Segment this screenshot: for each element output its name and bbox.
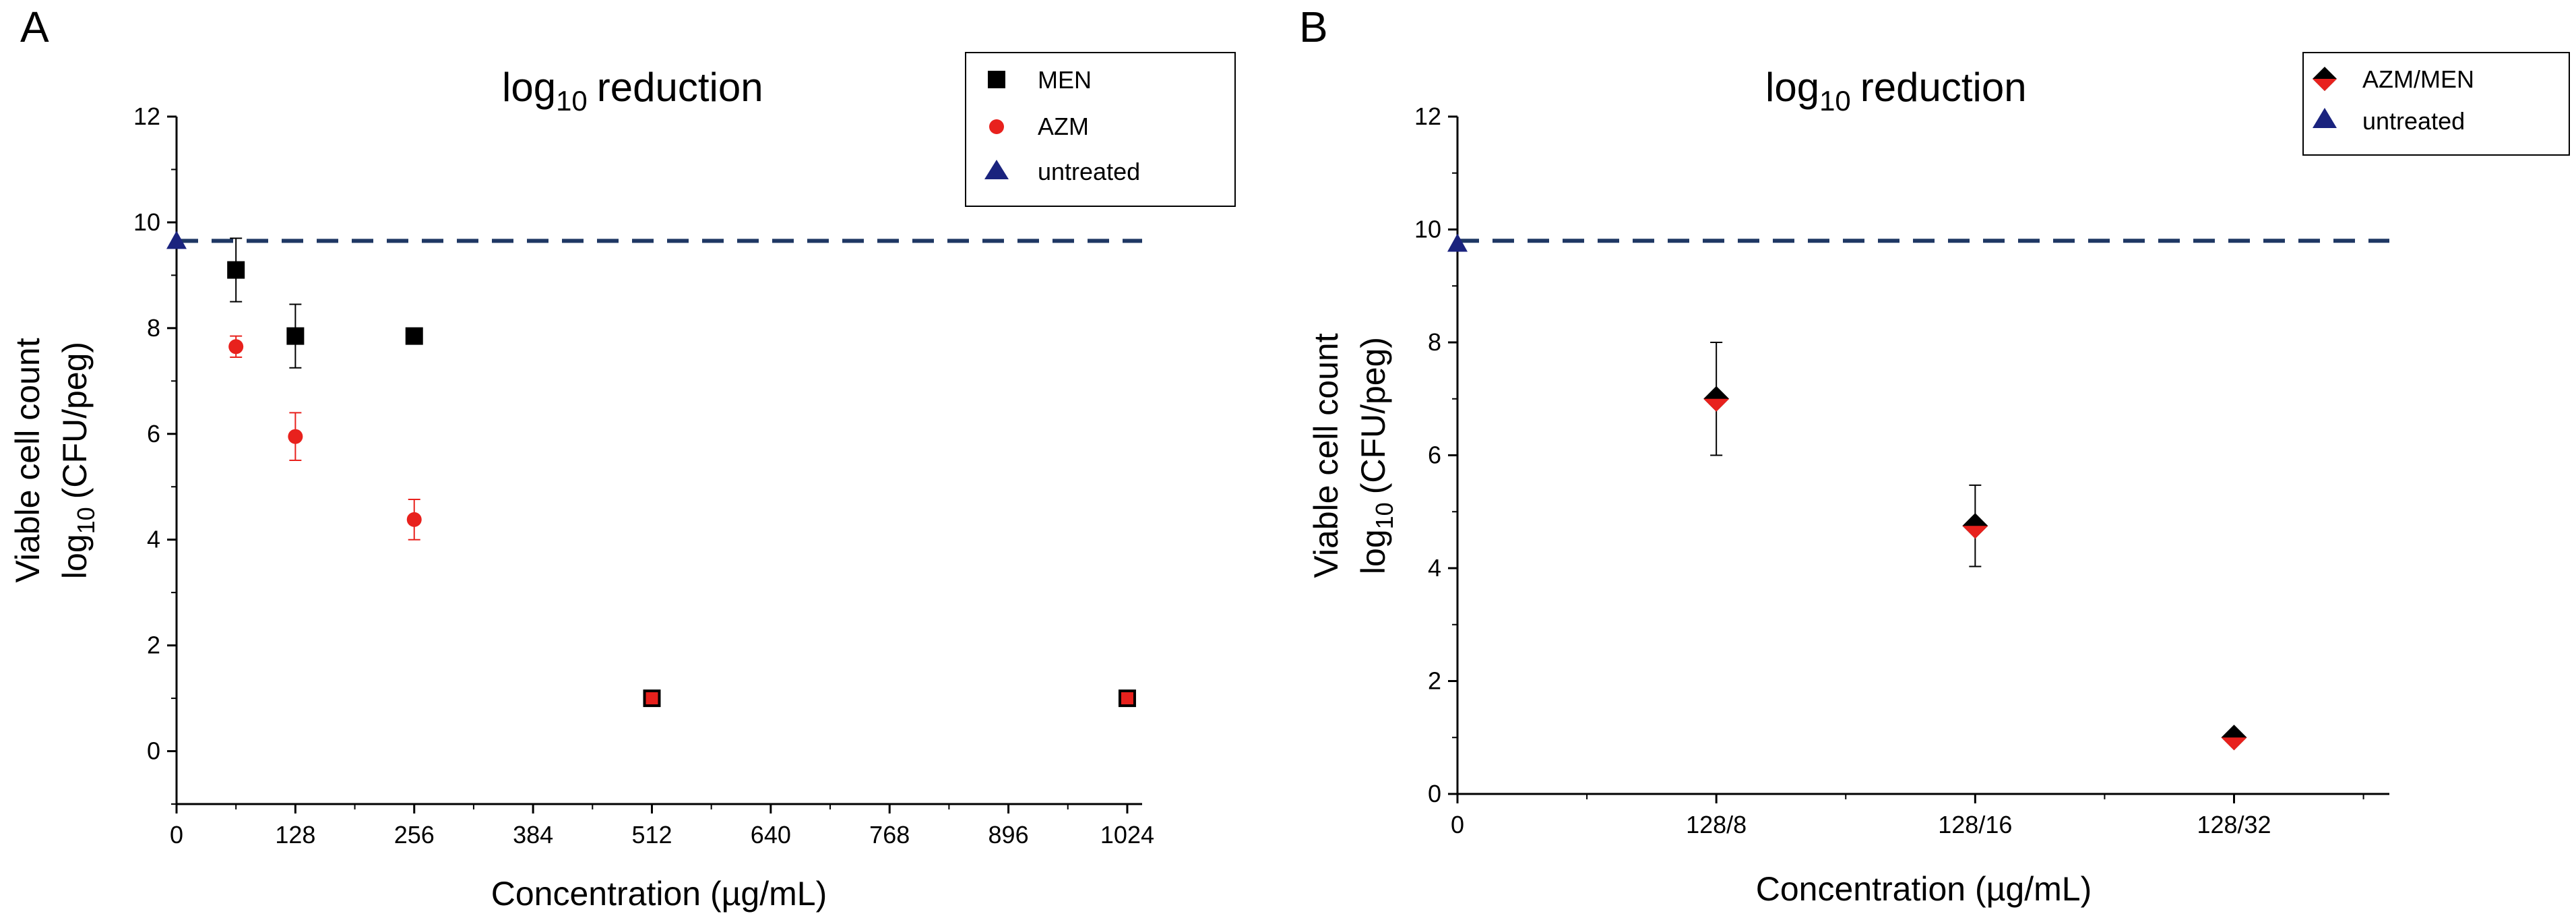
panel-b-y-tick-label: 4 bbox=[1428, 554, 1441, 582]
panel-a-legend-untreated-label: untreated bbox=[1038, 158, 1140, 185]
panel-a-error-bars bbox=[230, 237, 420, 541]
panel-a-azm-point bbox=[288, 429, 303, 444]
panel-a-azm-point bbox=[646, 692, 658, 705]
panel-a-legend: MEN AZM untreated bbox=[965, 52, 1236, 207]
panel-a-x-tick-label: 512 bbox=[631, 821, 672, 849]
panel-b-letter: B bbox=[1299, 3, 1328, 51]
panel-a-y-tick-label: 8 bbox=[147, 314, 160, 342]
panel-a-x-ticks: 0 128 256 384 512 640 768 896 1024 bbox=[170, 804, 1154, 849]
panel-a-x-tick-label: 640 bbox=[751, 821, 791, 849]
panel-b-azm-men-point-fill bbox=[2221, 737, 2247, 751]
panel-b-error-bars bbox=[1710, 342, 1982, 567]
panel-b-x-tick-label: 128/16 bbox=[1938, 811, 2012, 838]
panel-a-data-points bbox=[166, 230, 1136, 708]
panel-b-azm-men-point-fill bbox=[1703, 398, 1730, 412]
panel-a-ylabel-log: log bbox=[56, 534, 94, 579]
panel-a-y-axis-label-line2: log10 (CFU/peg) bbox=[56, 342, 100, 579]
panel-b-y-axis-label-line1: Viable cell count bbox=[1307, 333, 1345, 578]
panel-a-x-tick-label: 128 bbox=[275, 821, 315, 849]
panel-b-x-tick-label: 128/8 bbox=[1686, 811, 1747, 838]
panel-b-legend-untreated-triangle-icon bbox=[2313, 108, 2337, 128]
panel-a-y-tick-label: 10 bbox=[133, 208, 160, 236]
panel-b-x-tick-label: 0 bbox=[1451, 811, 1464, 838]
panel-a-title: log10 reduction bbox=[502, 65, 763, 117]
panel-a-y-tick-label: 6 bbox=[147, 420, 160, 448]
panel-a-legend-men-label: MEN bbox=[1038, 66, 1092, 94]
panel-b-legend-azm-men-diamond-fill bbox=[2313, 79, 2337, 91]
panel-b-y-tick-label: 8 bbox=[1428, 328, 1441, 356]
panel-b-title-log: log bbox=[1765, 65, 1819, 110]
panel-a-y-tick-label: 2 bbox=[147, 632, 160, 659]
panel-b-ylabel-subscript: 10 bbox=[1371, 502, 1398, 529]
panel-a-ylabel-subscript: 10 bbox=[72, 507, 100, 534]
panel-a-title-log: log bbox=[502, 65, 556, 110]
panel-b-legend-untreated-label: untreated bbox=[2362, 107, 2465, 135]
panel-a-title-text: reduction bbox=[597, 65, 763, 110]
panel-b-ylabel-unit: (CFU/peg) bbox=[1354, 337, 1392, 494]
panel-a-men-point bbox=[286, 327, 305, 345]
panel-b-title-text: reduction bbox=[1860, 65, 2027, 110]
panel-b-x-axis-label: Concentration (µg/mL) bbox=[1756, 870, 2092, 908]
panel-b-y-ticks: 0 2 4 6 8 10 12 bbox=[1414, 102, 1457, 807]
panel-b-legend: AZM/MEN untreated bbox=[2302, 52, 2570, 156]
panel-b-y-axis-label-line2: log10 (CFU/peg) bbox=[1354, 337, 1398, 574]
panel-a-legend-azm-label: AZM bbox=[1038, 113, 1089, 140]
panel-a-legend-azm-circle-icon bbox=[989, 119, 1004, 134]
panel-a-x-tick-label: 768 bbox=[869, 821, 910, 849]
panel-b-y-tick-label: 12 bbox=[1414, 102, 1441, 130]
panel-b-y-tick-label: 2 bbox=[1428, 667, 1441, 695]
panel-a-x-tick-label: 384 bbox=[513, 821, 553, 849]
panel-b-legend-box bbox=[2302, 52, 2570, 156]
panel-a-x-tick-label: 256 bbox=[394, 821, 435, 849]
panel-a-y-tick-label: 4 bbox=[147, 526, 160, 553]
panel-a-azm-point bbox=[228, 339, 244, 355]
panel-b-x-ticks: 0 128/8 128/16 128/32 bbox=[1451, 794, 2364, 838]
panel-a-legend-box bbox=[965, 52, 1236, 207]
panel-a-legend-untreated-triangle-icon bbox=[984, 160, 1009, 179]
panel-b-y-tick-label: 6 bbox=[1428, 441, 1441, 469]
panel-a-azm-point bbox=[406, 512, 422, 527]
panel-b-x-tick-label: 128/32 bbox=[2197, 811, 2271, 838]
panel-a-y-tick-label: 0 bbox=[147, 737, 160, 765]
panel-a-x-axis-label: Concentration (µg/mL) bbox=[491, 875, 827, 913]
panel-b-legend-azm-men-label: AZM/MEN bbox=[2362, 65, 2474, 93]
panel-a-azm-point bbox=[1121, 692, 1133, 705]
panel-a-y-ticks: 0 2 4 6 8 10 12 bbox=[133, 102, 177, 805]
panel-b-title: log10 reduction bbox=[1765, 65, 2027, 117]
panel-b-title-subscript: 10 bbox=[1819, 85, 1851, 117]
panel-a-legend-men-square-icon bbox=[988, 71, 1005, 88]
panel-a-x-tick-label: 896 bbox=[988, 821, 1029, 849]
panel-a-y-tick-label: 12 bbox=[133, 102, 160, 130]
panel-a-untreated-point bbox=[166, 230, 187, 249]
panel-b-y-tick-label: 10 bbox=[1414, 216, 1441, 243]
panel-a-y-axis-label-line1: Viable cell count bbox=[9, 338, 46, 582]
panel-b-azm-men-point-fill bbox=[1962, 526, 1988, 539]
panel-a-ylabel-unit: (CFU/peg) bbox=[56, 342, 94, 499]
panel-b-untreated-point bbox=[1447, 233, 1468, 252]
panel-b-ylabel-log: log bbox=[1354, 529, 1392, 574]
panel-a-letter: A bbox=[20, 3, 49, 51]
panel-b-data-points bbox=[1447, 233, 2247, 751]
panel-a-x-tick-label: 0 bbox=[170, 821, 183, 849]
panel-b-y-tick-label: 0 bbox=[1428, 780, 1441, 807]
panel-a-title-subscript: 10 bbox=[556, 85, 588, 117]
panel-a-x-tick-label: 1024 bbox=[1100, 821, 1154, 849]
panel-a-men-point bbox=[227, 261, 245, 279]
panel-a-men-point bbox=[405, 327, 423, 345]
